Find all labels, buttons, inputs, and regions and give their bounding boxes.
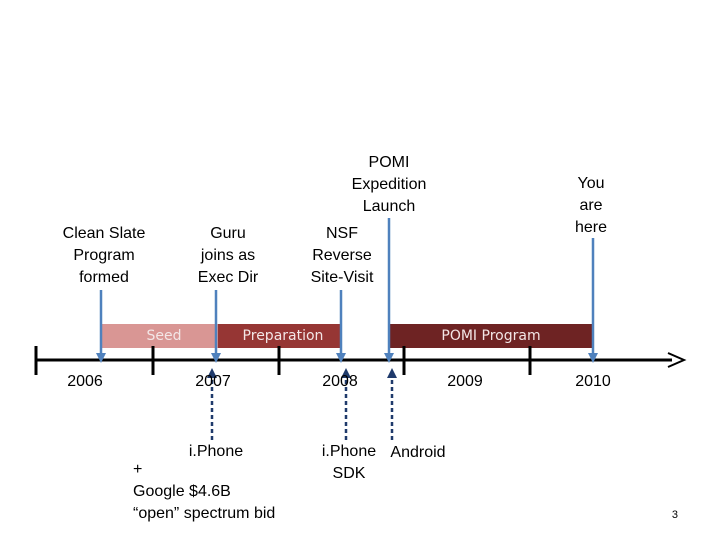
event-guru: Guru joins as Exec Dir [178,223,278,289]
event-pomi-launch-line-3: Launch [362,198,416,215]
phase-label-seed: Seed [146,328,182,344]
event-iphone-sdk-line-2: SDK [332,465,366,482]
timeline-axis-arrowhead [667,352,687,368]
year-label-2009: 2009 [447,373,483,390]
phase-label-pomi-program: POMI Program [441,328,541,344]
event-clean-slate-line-3: formed [79,269,129,286]
phase-bar-preparation [218,324,340,348]
event-you-are-here-line-3: here [574,219,608,236]
event-nsf: NSF Reverse Site-Visit [292,223,392,289]
event-you-are-here: You are here [561,173,621,239]
event-iphone-sdk: i.Phone SDK [314,441,384,485]
event-pomi-launch-line-2: Expedition [351,176,427,193]
event-iphone: i.Phone [188,443,244,460]
event-you-are-here-line-2: are [579,197,603,214]
phase-label-preparation: Preparation [242,328,324,344]
event-nsf-line-2: Reverse [312,247,372,264]
event-clean-slate: Clean Slate Program formed [44,223,164,289]
year-label-2008: 2008 [322,373,358,390]
event-guru-line-3: Exec Dir [197,269,259,286]
event-google-line-3: “open” spectrum bid [133,505,276,522]
event-google: + Google $4.6B “open” spectrum bid [133,459,275,525]
year-label-2006: 2006 [67,373,103,390]
event-you-are-here-line-1: You [577,175,605,192]
event-nsf-line-3: Site-Visit [310,269,374,286]
event-guru-line-1: Guru [210,225,246,242]
event-nsf-line-1: NSF [326,225,358,242]
event-pomi-launch-line-1: POMI [368,154,410,171]
event-pomi-launch: POMI Expedition Launch [334,152,444,218]
page-number: 3 [671,509,678,521]
phase-bar-pomi-program [390,324,592,348]
year-label-2007: 2007 [195,373,231,390]
event-google-line-1: + [133,461,143,478]
event-clean-slate-line-1: Clean Slate [62,225,146,242]
event-iphone-sdk-line-1: i.Phone [321,443,377,460]
year-label-2010: 2010 [575,373,611,390]
event-guru-line-2: joins as [200,247,256,264]
phase-bar-seed [102,324,218,348]
event-clean-slate-line-2: Program [73,247,135,264]
event-google-line-2: Google $4.6B [133,483,231,500]
event-android: Android [390,444,446,461]
